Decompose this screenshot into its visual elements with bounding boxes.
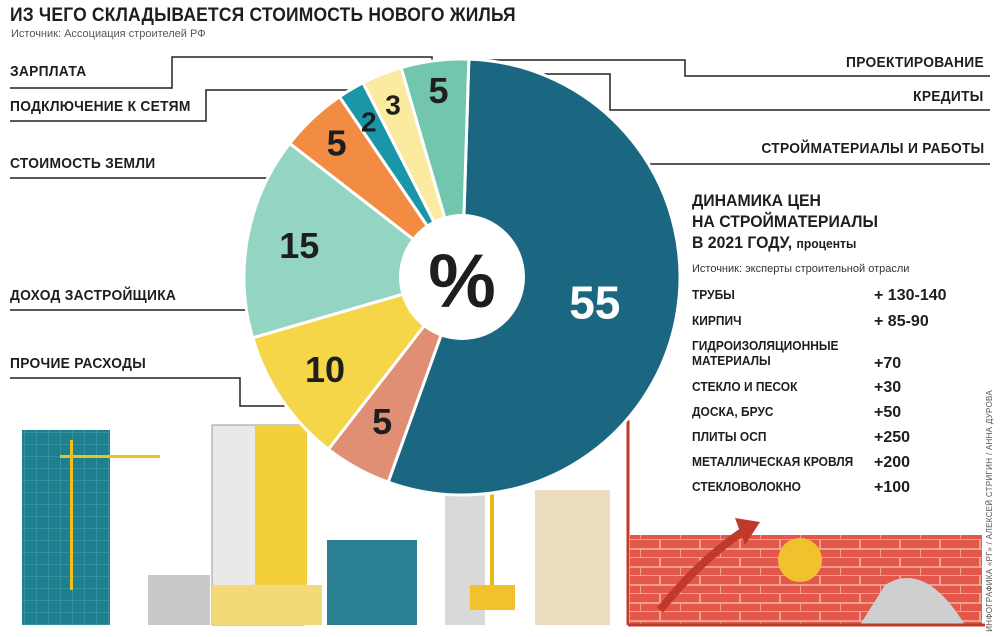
price-value: +200 [874,454,911,471]
price-dynamics-title: ДИНАМИКА ЦЕН НА СТРОЙМАТЕРИАЛЫ В 2021 ГО… [692,190,878,254]
price-row: Гидроизоляционные материалы +70 [692,338,982,379]
price-value: + 85-90 [874,313,929,330]
price-name: Трубы [692,287,735,302]
label-proektirovanie: Проектирование [846,54,984,71]
price-value: +50 [874,404,902,421]
label-podklyuchenie: Подключение к сетям [10,98,191,115]
pie-slice [250,274,467,452]
page-title: ИЗ ЧЕГО СКЛАДЫВАЕТСЯ СТОИМОСТЬ НОВОГО ЖИ… [10,5,516,26]
price-value: +100 [874,479,911,496]
label-dohod: Доход застройщика [10,287,177,304]
price-name: Гидроизоляционные материалы [692,338,839,368]
leader-prochie [10,377,305,407]
price-dynamics-source: Источник: эксперты строительной отрасли [692,263,910,275]
center-percent-symbol: % [428,239,496,324]
price-dynamics-title-line1: ДИНАМИКА ЦЕН [692,191,821,210]
price-row: Кирпич + 85-90 [692,313,982,338]
slice-value-label: 10 [305,349,345,390]
leader-kredity [512,73,990,111]
label-zarplata: Зарплата [10,63,87,80]
price-list: Трубы + 130-140 Кирпич + 85-90 Гидроизол… [692,287,982,504]
price-name: Доска, брус [692,404,774,419]
price-value: +70 [874,355,902,372]
donut-hole [399,214,525,340]
label-kredity: Кредиты [913,88,984,105]
label-zemlya: Стоимость земли [10,155,156,172]
price-dynamics-title-line2: НА СТРОЙМАТЕРИАЛЫ [692,212,878,231]
price-row: Стекловолокно +100 [692,479,982,504]
price-value: + 130-140 [874,287,947,304]
price-name: Стекловолокно [692,479,801,494]
price-value: +30 [874,379,902,396]
pie-slice [386,57,682,497]
slice-value-label: 55 [569,276,620,328]
slice-value-label: 2 [361,106,377,137]
price-name: Кирпич [692,313,742,328]
price-row: Металлическая кровля +200 [692,454,982,479]
slice-value-label: 15 [279,225,319,266]
price-name: Металлическая кровля [692,454,854,469]
chart-source: Источник: Ассоциация строителей РФ [11,28,206,40]
label-prochie: Прочие расходы [10,355,147,372]
price-dynamics-unit: проценты [796,236,857,251]
price-name: Плиты ОСП [692,429,767,444]
slice-value-label: 5 [428,70,448,111]
slice-value-label: 5 [372,401,392,442]
label-stroymaterialy: Стройматериалы и работы [760,140,984,157]
price-value: +250 [874,429,911,446]
price-row: Трубы + 130-140 [692,287,982,313]
price-row: Доска, брус +50 [692,404,982,429]
slice-value-label: 5 [327,123,347,164]
price-dynamics-title-line3: В 2021 ГОДУ, [692,233,793,252]
construction-illustration [22,395,985,627]
price-row: Стекло и песок +30 [692,379,982,404]
price-row: Плиты ОСП +250 [692,429,982,454]
credit-text: ИНФОГРАФИКА «РГ» / АЛЕКСЕЙ СТРИГИН / АНН… [985,390,994,632]
price-name: Стекло и песок [692,379,798,394]
slice-value-label: 3 [385,90,401,121]
